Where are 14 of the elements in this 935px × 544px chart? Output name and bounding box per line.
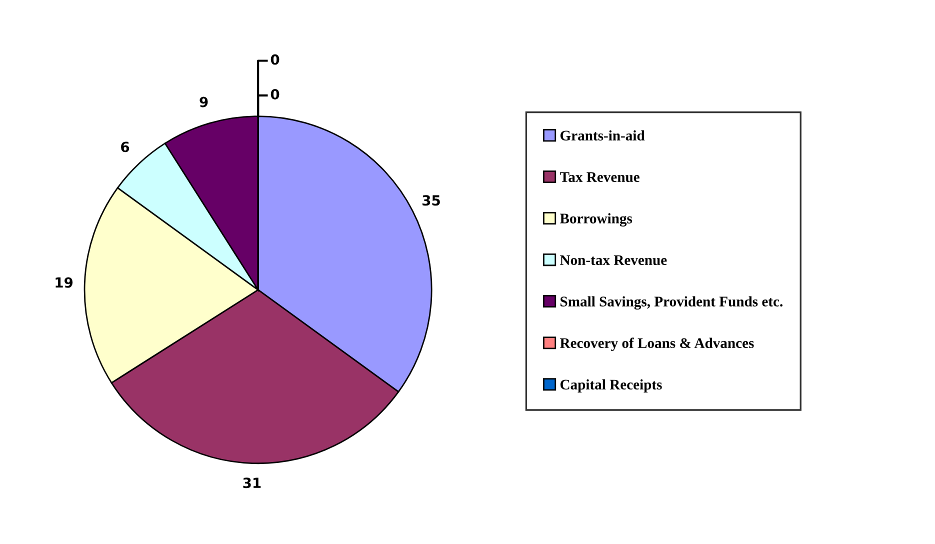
legend-label: Grants-in-aid bbox=[560, 130, 645, 141]
text: 0 bbox=[270, 54, 280, 65]
data-label: 35 bbox=[422, 195, 440, 206]
data-label: 19 bbox=[56, 277, 73, 288]
data-label: 6 bbox=[121, 142, 130, 152]
legend-label: Non-tax Revenue bbox=[560, 255, 667, 266]
data-label: 9 bbox=[200, 96, 208, 108]
legend-label: Recovery of Loans & Advances bbox=[560, 338, 754, 352]
data-label: 31 bbox=[243, 478, 261, 488]
legend-label: Borrowings bbox=[560, 213, 632, 227]
legend-label: Tax Revenue bbox=[560, 172, 640, 182]
legend-label: Capital Receipts bbox=[560, 379, 662, 393]
legend-label: Small Savings, Provident Funds etc. bbox=[560, 296, 782, 310]
text: 0 bbox=[270, 89, 280, 100]
